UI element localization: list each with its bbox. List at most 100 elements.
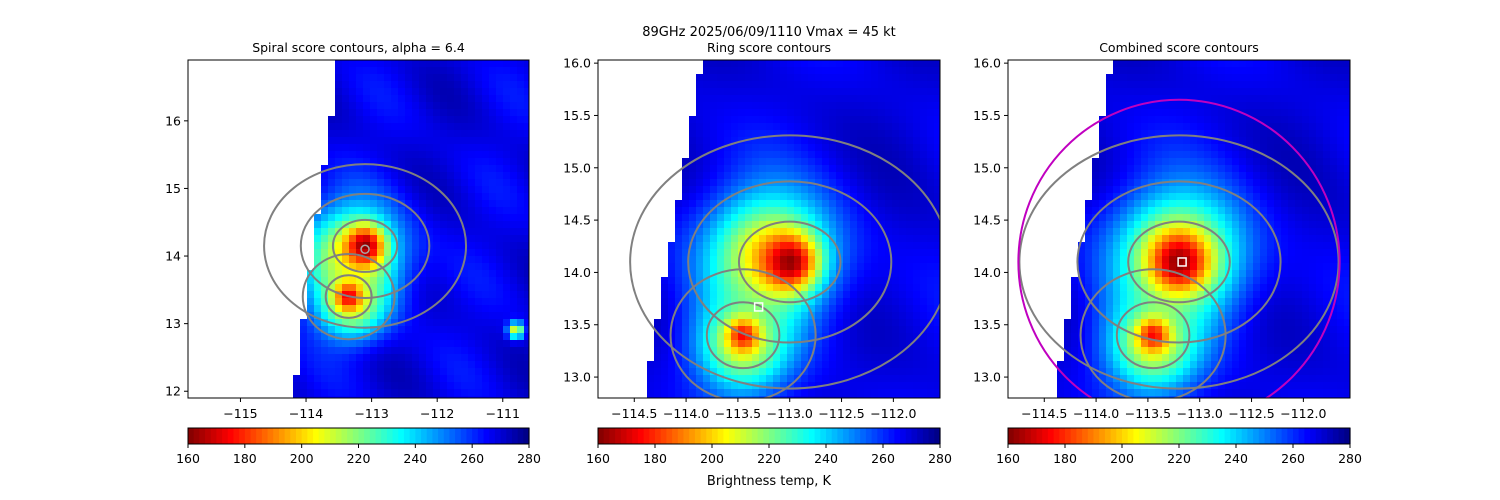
tb-pixel (836, 333, 844, 341)
tb-pixel (1246, 291, 1254, 299)
tb-pixel (419, 200, 427, 208)
tb-pixel (892, 305, 900, 313)
tb-pixel (440, 270, 448, 278)
tb-pixel (857, 109, 865, 117)
tb-pixel (1176, 319, 1184, 327)
tb-pixel (696, 137, 704, 145)
tb-pixel (892, 116, 900, 124)
tb-pixel (510, 151, 518, 159)
tb-pixel (482, 102, 490, 110)
tb-pixel (899, 67, 907, 75)
tb-pixel (745, 354, 753, 362)
tb-pixel (1260, 172, 1268, 180)
tb-pixel (1253, 193, 1261, 201)
tb-pixel (1127, 207, 1135, 215)
tb-pixel (934, 88, 940, 96)
tb-pixel (815, 270, 823, 278)
tb-pixel (668, 284, 676, 292)
tb-pixel (342, 95, 350, 103)
tb-pixel (342, 256, 350, 264)
tb-pixel (1225, 389, 1233, 397)
tb-pixel (1148, 172, 1156, 180)
tb-pixel (447, 396, 455, 398)
tb-pixel (1099, 333, 1107, 341)
tb-pixel (766, 60, 774, 68)
tb-pixel (475, 74, 483, 82)
tb-pixel (934, 158, 940, 166)
tb-pixel (864, 249, 872, 257)
tb-pixel (801, 242, 809, 250)
tb-pixel (920, 88, 928, 96)
tb-pixel (1274, 354, 1282, 362)
tb-pixel (899, 151, 907, 159)
tb-pixel (773, 277, 781, 285)
tb-pixel (349, 214, 357, 222)
tb-pixel (475, 186, 483, 194)
tb-pixel (342, 235, 350, 243)
tb-pixel (885, 249, 893, 257)
tb-pixel (517, 102, 525, 110)
tb-pixel (1085, 305, 1093, 313)
tb-pixel (759, 326, 767, 334)
tb-pixel (808, 102, 816, 110)
tb-pixel (1064, 368, 1072, 376)
tb-pixel (689, 172, 697, 180)
tb-pixel (447, 312, 455, 320)
tb-pixel (1106, 375, 1114, 383)
tb-pixel (356, 172, 364, 180)
tb-pixel (815, 312, 823, 320)
tb-pixel (913, 144, 921, 152)
tb-pixel (524, 221, 529, 229)
tb-pixel (300, 340, 308, 348)
tb-pixel (766, 151, 774, 159)
tb-pixel (927, 193, 935, 201)
tb-pixel (1085, 298, 1093, 306)
tb-pixel (363, 137, 371, 145)
tb-pixel (1155, 151, 1163, 159)
tb-pixel (1183, 312, 1191, 320)
tb-pixel (934, 193, 940, 201)
tb-pixel (363, 284, 371, 292)
tb-pixel (426, 340, 434, 348)
tb-pixel (524, 382, 529, 390)
tb-pixel (496, 228, 504, 236)
tb-pixel (1267, 172, 1275, 180)
tb-pixel (703, 186, 711, 194)
tb-pixel (927, 298, 935, 306)
tb-pixel (829, 172, 837, 180)
tb-pixel (1232, 165, 1240, 173)
tb-pixel (1274, 368, 1282, 376)
tb-pixel (356, 382, 364, 390)
tb-pixel (433, 389, 441, 397)
tb-pixel (913, 200, 921, 208)
tb-pixel (766, 375, 774, 383)
tb-pixel (682, 179, 690, 187)
tb-pixel (461, 354, 469, 362)
tb-pixel (1141, 207, 1149, 215)
tb-pixel (342, 179, 350, 187)
tb-pixel (724, 221, 732, 229)
tb-pixel (850, 221, 858, 229)
tb-pixel (524, 172, 529, 180)
tb-pixel (1190, 193, 1198, 201)
tb-pixel (808, 291, 816, 299)
tb-pixel (412, 354, 420, 362)
tb-pixel (899, 74, 907, 82)
tb-pixel (1162, 354, 1170, 362)
tb-pixel (475, 242, 483, 250)
tb-pixel (738, 81, 746, 89)
tb-pixel (927, 81, 935, 89)
tb-pixel (370, 242, 378, 250)
colorbar-swatch (341, 428, 348, 444)
tb-pixel (524, 60, 529, 68)
tb-pixel (731, 221, 739, 229)
tb-pixel (363, 130, 371, 138)
tb-pixel (1197, 130, 1205, 138)
tb-pixel (1148, 207, 1156, 215)
tb-pixel (787, 249, 795, 257)
tb-pixel (1169, 228, 1177, 236)
tb-pixel (510, 165, 518, 173)
tb-pixel (878, 333, 886, 341)
tb-pixel (675, 228, 683, 236)
tb-pixel (1218, 291, 1226, 299)
